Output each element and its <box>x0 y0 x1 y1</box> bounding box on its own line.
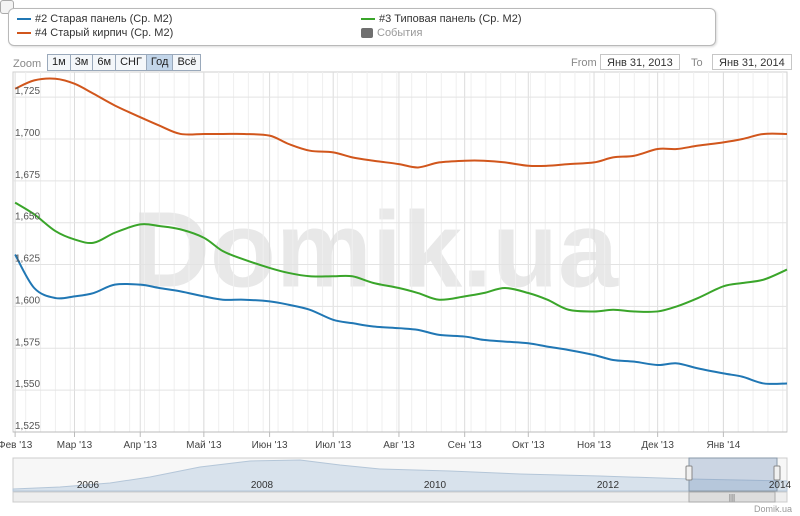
x-axis: Фев '13 Мар '13 Апр '13 Май '13 Июн '13 Июл '… <box>0 431 787 451</box>
legend: #2 Старая панель (Ср. М2) #3 Типовая пан… <box>8 8 716 46</box>
series-line-3 <box>14 254 788 385</box>
legend-item-series-4[interactable]: #4 Старый кирпич (Ср. М2) <box>17 27 173 39</box>
watermark-text: Domik.ua <box>132 189 619 310</box>
y-tick-label: 1,600 <box>15 295 40 306</box>
zoom-6m-button[interactable]: 6м <box>92 54 117 71</box>
navigator-year-label: 2006 <box>77 480 100 491</box>
legend-item-series-3[interactable]: #3 Типовая панель (Ср. М2) <box>361 13 521 25</box>
legend-item-series-2[interactable]: #2 Старая панель (Ср. М2) <box>17 13 172 25</box>
navigator-year-label: 2012 <box>597 480 620 491</box>
navigator-year-label: 2010 <box>424 480 447 491</box>
x-tick-label: Окт '13 <box>512 440 545 451</box>
zoom-3m-button[interactable]: 3м <box>69 54 94 71</box>
zoom-ytd-button[interactable]: СНГ <box>115 54 147 71</box>
legend-line-icon <box>17 18 31 21</box>
navigator-year-label: 2008 <box>251 480 274 491</box>
y-tick-label: 1,700 <box>15 128 40 139</box>
navigator[interactable]: 2006 2008 2010 2012 2014 ||| <box>12 457 792 503</box>
navigator-year-label: 2014 <box>769 480 792 491</box>
x-tick-label: Янв '14 <box>706 440 740 451</box>
from-label: From <box>571 57 597 69</box>
legend-box-icon <box>361 28 373 39</box>
grid-layer <box>13 72 787 433</box>
zoom-button-group: 1м 3м 6м СНГ Год Всё <box>47 54 202 71</box>
navigator-handle <box>773 465 781 481</box>
x-tick-label: Июл '13 <box>315 440 352 451</box>
zoom-1y-button[interactable]: Год <box>145 54 174 71</box>
legend-label: #2 Старая панель (Ср. М2) <box>35 13 173 25</box>
x-tick-label: Фев '13 <box>0 440 33 451</box>
y-tick-label: 1,625 <box>15 254 40 265</box>
y-tick-label: 1,575 <box>15 337 40 348</box>
legend-item-events[interactable]: События <box>361 27 422 39</box>
y-tick-label: 1,725 <box>15 86 40 97</box>
legend-line-icon <box>17 32 31 35</box>
x-tick-label: Ноя '13 <box>577 440 611 451</box>
series-layer <box>14 77 788 385</box>
navigator-selection <box>688 457 778 492</box>
to-label: To <box>691 57 703 69</box>
y-tick-label: 1,550 <box>15 379 40 390</box>
navigator-handle <box>685 465 693 481</box>
legend-label: #4 Старый кирпич (Ср. М2) <box>35 27 174 39</box>
credit-text: Domik.ua <box>754 504 792 514</box>
x-tick-label: Мар '13 <box>57 440 93 451</box>
x-tick-label: Июн '13 <box>252 440 288 451</box>
x-tick-label: Сен '13 <box>448 440 483 451</box>
legend-label: #3 Типовая панель (Ср. М2) <box>379 13 522 25</box>
to-date-input[interactable]: Янв 31, 2014 <box>712 54 792 70</box>
zoom-label: Zoom <box>13 58 42 70</box>
x-tick-label: Апр '13 <box>123 440 157 451</box>
navigator-scrollbar-track <box>12 491 788 503</box>
y-tick-label: 1,525 <box>15 421 40 432</box>
zoom-1m-button[interactable]: 1м <box>47 54 71 71</box>
navigator-series-area <box>12 459 788 492</box>
x-tick-label: Май '13 <box>186 440 222 451</box>
series-line-2 <box>14 201 788 313</box>
x-tick-label: Авг '13 <box>383 440 415 451</box>
legend-line-icon <box>361 18 375 21</box>
y-tick-label: 1,675 <box>15 170 40 181</box>
series-line-1 <box>14 77 788 169</box>
scrollbar-grip-icon: ||| <box>729 493 735 502</box>
legend-label: События <box>377 27 423 39</box>
from-date-input[interactable]: Янв 31, 2013 <box>600 54 680 70</box>
x-tick-label: Дек '13 <box>641 440 674 451</box>
zoom-all-button[interactable]: Всё <box>172 54 202 71</box>
y-tick-label: 1,650 <box>15 212 40 223</box>
y-axis: 1,525 1,550 1,575 1,600 1,625 1,650 1,675 1,700… <box>15 86 40 432</box>
navigator-scrollbar-thumb <box>688 491 776 503</box>
